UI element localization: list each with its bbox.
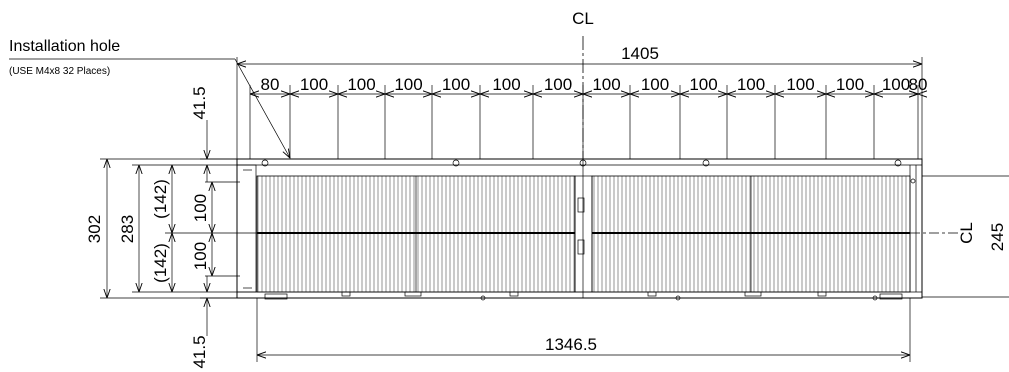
dim-bottom-offset: 41.5 [190, 276, 237, 369]
spacing-label: 100 [592, 75, 620, 94]
spacing-label: 100 [300, 75, 328, 94]
bottom-tabs [264, 291, 903, 300]
dim-right-245: 245 [922, 175, 1009, 298]
spacing-label: 100 [544, 75, 572, 94]
spacing-100-top-label: 100 [191, 194, 210, 222]
half-142-top-label: (142) [151, 179, 170, 219]
height-283-label: 283 [118, 215, 137, 243]
spacing-label: 100 [442, 75, 470, 94]
dim-top-spacings: 80 100 100 100 100 100 100 100 100 100 100 100 100 10… [249, 75, 928, 159]
top-offset-label: 41.5 [190, 86, 209, 119]
dim-half-142: (142) (142) [151, 165, 257, 292]
dim-height-283: 283 [118, 164, 237, 293]
spacing-label: 100 [347, 75, 375, 94]
dim-spacing-100: 100 100 [191, 181, 240, 277]
spacing-label: 100 [882, 75, 910, 94]
dim-height-302: 302 [85, 158, 237, 299]
installation-hole-callout: Installation hole (USE M4x8 32 Places) [9, 38, 290, 158]
spacing-label: 100 [786, 75, 814, 94]
spacing-label: 80 [909, 75, 928, 94]
half-142-bottom-label: (142) [151, 243, 170, 283]
bottom-offset-label: 41.5 [190, 335, 209, 368]
spacing-100-bottom-label: 100 [191, 242, 210, 270]
bottom-width-label: 1346.5 [545, 335, 597, 354]
unit-body [236, 158, 923, 301]
spacing-label: 100 [836, 75, 864, 94]
hole-icon [910, 178, 916, 184]
spacing-label: 100 [689, 75, 717, 94]
spacing-label: 100 [737, 75, 765, 94]
right-245-label: 245 [988, 223, 1007, 251]
centerline-top-label: CL [572, 9, 594, 28]
center-joint [574, 175, 593, 293]
hole-icon [872, 295, 878, 301]
hole-icon [480, 295, 486, 301]
hole-icon [452, 159, 460, 167]
dim-overall-width: 1405 [236, 44, 923, 159]
centerline-right-label: CL [957, 222, 976, 244]
hole-icon [579, 159, 587, 167]
spacing-label: 100 [492, 75, 520, 94]
dim-top-offset: 41.5 [190, 86, 237, 182]
spacing-label: 100 [641, 75, 669, 94]
hole-icon [702, 159, 710, 167]
hole-icon [261, 159, 269, 167]
overall-width-label: 1405 [621, 44, 659, 63]
installation-note: (USE M4x8 32 Places) [9, 66, 110, 77]
spacing-label: 80 [261, 75, 280, 94]
left-end-cap [236, 164, 257, 293]
installation-hole-markers [261, 159, 916, 301]
dim-bottom-width: 1346.5 [256, 298, 911, 362]
hole-icon [894, 159, 902, 167]
installation-hole-label: Installation hole [9, 38, 120, 55]
height-302-label: 302 [85, 215, 104, 243]
hole-icon [675, 295, 681, 301]
spacing-label: 100 [394, 75, 422, 94]
